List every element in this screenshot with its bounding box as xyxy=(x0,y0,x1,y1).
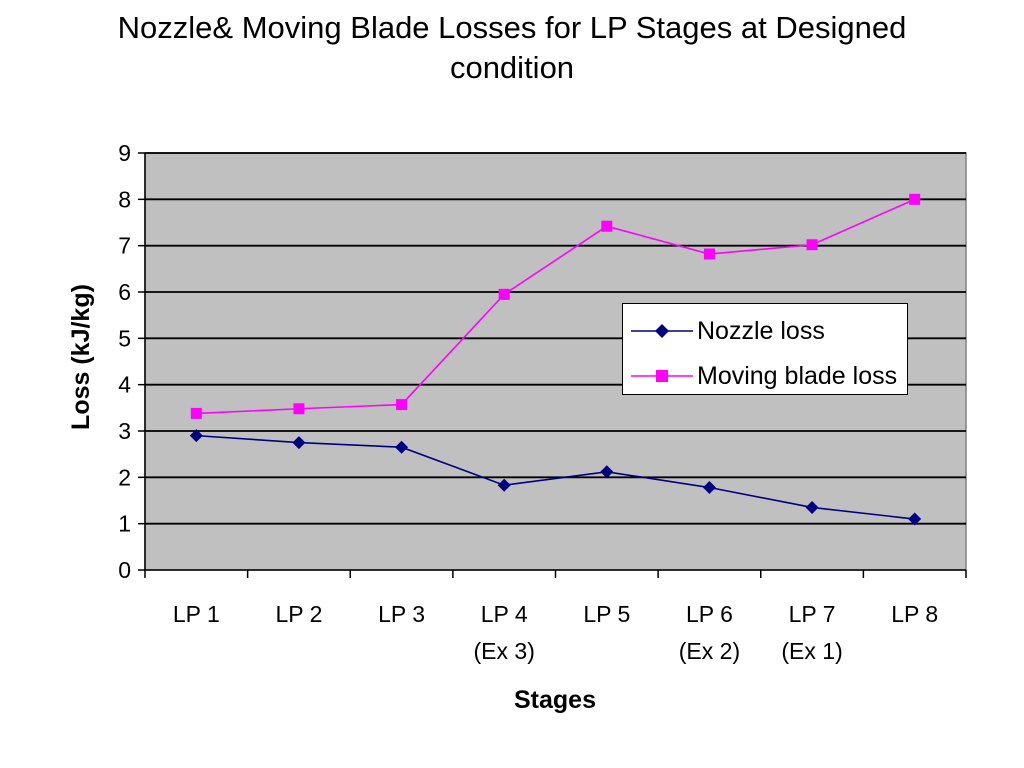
y-tick-label: 9 xyxy=(118,140,131,166)
plot-area: 0 1 2 3 4 5 6 7 8 9 LP 1 LP 2 LP 3 LP 4 (Ex 3) LP 5 LP 6… xyxy=(118,140,967,664)
chart-title-line-1: Nozzle& Moving Blade Losses for LP Stage… xyxy=(117,10,907,45)
x-tick-label: (Ex 2) xyxy=(679,638,740,664)
legend-item-moving-blade-loss: Moving blade loss xyxy=(631,361,897,391)
data-point-moving-blade-loss xyxy=(190,407,202,419)
legend-marker-nozzle xyxy=(655,324,669,338)
data-point-nozzle-loss xyxy=(395,440,409,454)
y-tick-label: 2 xyxy=(118,464,131,490)
data-point-moving-blade-loss xyxy=(396,399,408,411)
x-axis-title: Stages xyxy=(514,686,596,714)
x-tick-label: LP 3 xyxy=(378,601,425,627)
x-tick-label: (Ex 3) xyxy=(474,638,535,664)
series-line-moving-blade-loss xyxy=(196,198,916,415)
legend-marker-moving-blade xyxy=(656,370,668,382)
y-axis-title: Loss (kJ/kg) xyxy=(67,284,95,430)
data-point-nozzle-loss xyxy=(292,436,306,450)
y-tick-label: 1 xyxy=(118,511,131,537)
legend-item-nozzle-loss: Nozzle loss xyxy=(631,316,825,346)
x-tick-label: LP 6 xyxy=(686,601,733,627)
x-tick-label: (Ex 1) xyxy=(781,638,842,664)
data-point-moving-blade-loss xyxy=(601,220,613,232)
y-tick-label: 7 xyxy=(118,233,131,259)
data-point-nozzle-loss xyxy=(908,512,922,526)
x-tick-label: LP 8 xyxy=(891,601,938,627)
x-tick-label: LP 2 xyxy=(275,601,322,627)
series-line-nozzle-loss xyxy=(196,434,915,520)
data-point-moving-blade-loss xyxy=(703,248,715,260)
data-point-moving-blade-loss xyxy=(806,239,818,251)
data-point-nozzle-loss xyxy=(805,500,819,514)
data-point-nozzle-loss xyxy=(702,481,716,495)
x-tick-label: LP 4 xyxy=(481,601,528,627)
legend-label-nozzle-loss: Nozzle loss xyxy=(697,316,825,345)
data-point-moving-blade-loss xyxy=(293,403,305,415)
data-point-nozzle-loss xyxy=(600,465,614,479)
data-point-moving-blade-loss xyxy=(498,288,510,300)
legend-diamond-marker-icon xyxy=(631,324,693,338)
legend-square-marker-icon xyxy=(631,370,693,382)
legend-label-moving-blade-loss: Moving blade loss xyxy=(697,361,898,390)
chart-title-line-2: condition xyxy=(449,50,575,85)
y-tick-label: 3 xyxy=(118,418,131,444)
x-tick-label: LP 1 xyxy=(173,601,220,627)
x-tick-label: LP 7 xyxy=(789,601,836,627)
chart-legend: Nozzle loss Moving blade loss xyxy=(622,303,908,395)
y-tick-label: 0 xyxy=(118,557,131,583)
x-tick-label: LP 5 xyxy=(583,601,630,627)
y-tick-label: 8 xyxy=(118,186,131,212)
data-point-moving-blade-loss xyxy=(909,193,921,205)
y-tick-label: 4 xyxy=(118,372,131,398)
y-tick-label: 5 xyxy=(118,325,131,351)
data-point-nozzle-loss xyxy=(497,478,511,492)
chart-title: Nozzle& Moving Blade Losses for LP Stage… xyxy=(0,8,1024,88)
data-point-nozzle-loss xyxy=(189,429,203,443)
y-tick-label: 6 xyxy=(118,279,131,305)
